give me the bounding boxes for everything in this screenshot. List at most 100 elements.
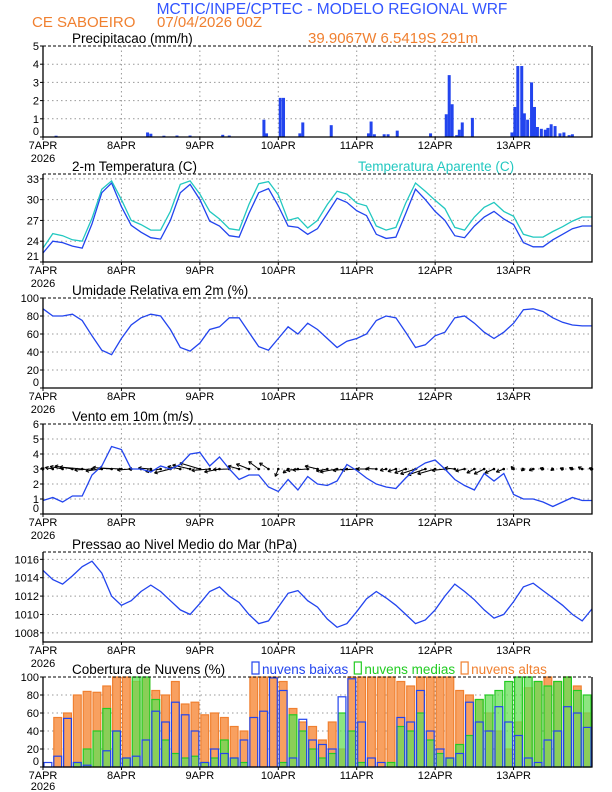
wind-vector-head <box>282 469 287 474</box>
cloud-bar-nuvens-altas <box>259 676 269 768</box>
y-tick-label: 1016 <box>15 554 39 566</box>
cloud-bar-nuvens-medias <box>396 725 406 768</box>
wind-vector-head <box>274 472 279 477</box>
y-tick-label: 0 <box>33 126 39 138</box>
cloud-bar-nuvens-medias <box>190 755 200 768</box>
x-tick-label: 11APR <box>340 770 374 782</box>
wind-vector-head <box>235 463 240 468</box>
wind-vector-base <box>237 467 241 471</box>
y-tick-label: 2 <box>33 479 39 491</box>
cloud-bar-nuvens-altas <box>445 676 455 768</box>
x-year-label: 2026 <box>31 404 55 416</box>
cloud-bar-nuvens-altas <box>249 676 259 768</box>
wind-vector <box>154 468 171 474</box>
wind-vector-head <box>49 464 54 470</box>
cloud-bar-nuvens-medias <box>562 676 572 768</box>
wind-vector-head <box>455 468 460 473</box>
y-tick-label: 100 <box>21 293 39 305</box>
precip-bar <box>227 135 231 137</box>
x-tick-label: 7APR <box>29 645 58 657</box>
precip-bar <box>558 133 562 137</box>
wind-vector <box>387 468 397 472</box>
y-tick-label: 1012 <box>15 591 39 603</box>
x-tick-label: 9APR <box>185 770 214 782</box>
cloud-bar-nuvens-medias <box>337 712 347 768</box>
wind-vector <box>248 461 259 470</box>
wind-vector-head <box>227 464 232 469</box>
legend-label: nuvens medias <box>364 662 455 677</box>
precip-bar <box>539 128 543 137</box>
y-tick-label: 6 <box>33 419 39 431</box>
cloud-bar-nuvens-medias <box>543 685 553 768</box>
y-tick-label: 20 <box>27 365 39 377</box>
wind-vector-head <box>520 467 525 472</box>
y-tick-label: 100 <box>21 672 39 684</box>
precip-bar <box>301 122 305 137</box>
precipitation-panel: Precipitacao (mm/h) 01 2 3 4 5 7APR 8APR 9APR 10A… <box>29 31 593 165</box>
wind-vector <box>172 464 191 470</box>
precip-bar <box>460 122 464 137</box>
precip-bar <box>450 104 454 137</box>
cloud-bar-nuvens-medias <box>415 712 425 768</box>
x-year-label: 2026 <box>31 530 55 542</box>
y-tick-label: 1010 <box>15 609 39 621</box>
precip-bar <box>513 106 517 137</box>
cloud-bar-nuvens-medias <box>582 694 592 768</box>
wind-vector <box>85 468 102 472</box>
wind-vector <box>366 468 377 470</box>
cloud-bar-nuvens-medias <box>170 752 180 768</box>
cloud-bar-nuvens-medias <box>92 730 102 768</box>
precip-bar <box>282 97 286 137</box>
y-tick-label: 1008 <box>15 628 39 640</box>
wind-line <box>42 445 592 508</box>
cloud-bar-nuvens-altas <box>63 712 73 768</box>
wind-vector <box>138 467 151 470</box>
x-tick-label: 7APR <box>29 391 58 403</box>
wind-vector <box>304 465 318 470</box>
wind-vector-base <box>463 467 466 471</box>
cloud-bar-nuvens-medias <box>72 761 82 768</box>
wind-vector-base <box>492 467 496 471</box>
wind-vector-base <box>384 467 388 471</box>
wind-vector-head <box>286 468 291 473</box>
cloud-bar-nuvens-medias <box>474 698 484 768</box>
x-tick-label: 13APR <box>496 391 531 403</box>
cloud-bar-nuvens-altas <box>72 694 82 768</box>
cloud-bar-nuvens-medias <box>278 761 288 768</box>
wind-vector-base <box>571 467 574 471</box>
wind-vector-head <box>191 468 196 473</box>
y-tick-label: 80 <box>27 690 39 702</box>
y-tick-label: 0 <box>33 503 39 515</box>
cloud-bar-nuvens-medias <box>406 730 416 768</box>
x-tick-label: 12APR <box>418 517 453 529</box>
precip-bar <box>520 66 524 137</box>
wind-panel: Vento em 10m (m/s) 01 2 3 4 5 6 7APR 8APR 9APR 10A… <box>29 409 594 542</box>
y-tick-label: 0 <box>33 377 39 389</box>
precip-bar <box>382 134 386 137</box>
precip-bar <box>149 133 153 137</box>
cloud-bar-nuvens-medias <box>210 757 220 768</box>
wind-vector-head <box>319 469 324 474</box>
wind-vector-base <box>394 467 398 471</box>
wind-vector-base <box>276 467 280 471</box>
wind-vector <box>236 463 250 470</box>
wind-vector-head <box>559 467 564 472</box>
precip-bar <box>366 133 370 137</box>
cloud-bar-nuvens-altas <box>278 680 288 768</box>
wind-vector-head <box>400 471 405 476</box>
precip-bar <box>265 133 269 137</box>
pressure-panel: Pressao ao Nivel Medio do Mar (hPa) 1008 1… <box>15 537 593 670</box>
x-tick-label: 10APR <box>261 645 296 657</box>
cloud-bar-nuvens-altas <box>386 676 396 768</box>
wind-vector-head <box>259 462 264 467</box>
wind-vector <box>259 462 269 470</box>
wind-vector-base <box>502 467 506 471</box>
y-tick-label: 4 <box>33 59 39 71</box>
precip-bar <box>543 129 547 137</box>
wind-vector-head <box>444 466 449 471</box>
y-tick-label: 2 <box>33 96 39 108</box>
wind-vector <box>286 468 298 471</box>
y-tick-label: 0 <box>33 756 39 768</box>
x-year-label: 2026 <box>31 278 55 290</box>
wind-vector <box>292 468 308 471</box>
